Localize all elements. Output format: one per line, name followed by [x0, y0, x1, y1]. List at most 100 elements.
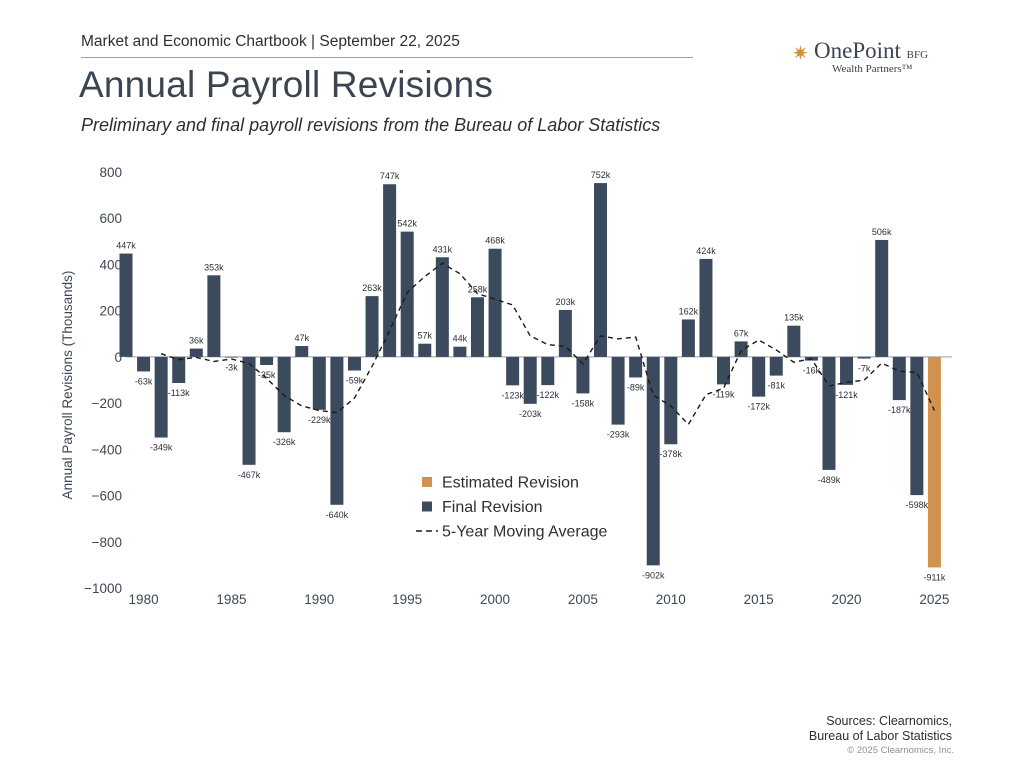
y-tick-label: −800 — [92, 535, 122, 550]
x-tick-label: 1985 — [216, 592, 246, 607]
final-revision-bar — [119, 253, 133, 357]
final-revision-bar — [189, 348, 203, 357]
y-tick-label: 400 — [99, 257, 122, 272]
final-revision-bar — [365, 296, 379, 357]
final-revision-bar — [558, 309, 572, 357]
bar-data-label: 447k — [116, 241, 136, 251]
final-revision-bar — [611, 356, 625, 425]
final-revision-bar — [892, 356, 906, 401]
y-tick-label: 600 — [99, 211, 122, 226]
bar-data-label: -467k — [238, 470, 261, 480]
final-revision-bar — [224, 356, 238, 358]
final-revision-bar — [594, 183, 608, 357]
bar-data-label: 36k — [189, 336, 204, 346]
bar-data-label: -378k — [660, 449, 683, 459]
bar-data-label: 44k — [453, 334, 468, 344]
final-revision-bar — [857, 356, 871, 359]
final-revision-bar — [699, 258, 713, 357]
final-revision-bar — [207, 275, 221, 357]
bar-data-label: -63k — [135, 376, 153, 386]
final-revision-bar — [875, 239, 889, 357]
bar-data-label: -122k — [537, 390, 560, 400]
final-revision-bar — [470, 297, 484, 357]
bar-data-label: -172k — [747, 402, 770, 412]
final-revision-bar — [488, 248, 502, 357]
bar-data-label: 67k — [734, 328, 749, 338]
bar-data-label: -911k — [923, 572, 945, 582]
bar-data-label: 258k — [468, 284, 488, 294]
y-tick-label: −600 — [92, 489, 122, 504]
y-axis-title: Annual Payroll Revisions (Thousands) — [60, 271, 75, 500]
sources-note: Sources: Clearnomics, Bureau of Labor St… — [809, 714, 952, 744]
legend-estimated-swatch — [422, 477, 432, 487]
final-revision-bar — [260, 356, 274, 365]
bar-data-label: -16k — [803, 366, 821, 376]
final-revision-bar — [453, 346, 467, 357]
y-tick-label: 200 — [99, 304, 122, 319]
final-revision-bar — [752, 356, 766, 397]
bar-data-label: -326k — [273, 437, 296, 447]
final-revision-bar — [295, 346, 309, 357]
estimated-revision-bar — [927, 356, 941, 568]
copyright-note: © 2025 Clearnomics, Inc. — [847, 745, 954, 756]
final-revision-bar — [664, 356, 678, 445]
star-burst-icon: ✷ — [792, 43, 809, 65]
y-tick-label: −400 — [92, 442, 122, 457]
sources-line-1: Sources: Clearnomics, — [826, 714, 952, 728]
final-revision-bar — [717, 356, 731, 385]
final-revision-bar — [347, 356, 361, 371]
final-revision-bar — [154, 356, 168, 438]
bar-data-label: 263k — [362, 283, 382, 293]
final-revision-bar — [541, 356, 555, 386]
bar-data-label: -203k — [519, 409, 542, 419]
y-tick-label: 800 — [99, 165, 122, 180]
onepoint-logo: ✷ OnePoint BFG Wealth Partners™ — [792, 38, 952, 78]
legend-label: Estimated Revision — [442, 475, 579, 492]
x-tick-label: 2025 — [919, 592, 949, 607]
final-revision-bar — [312, 356, 326, 410]
bar-data-label: -123k — [501, 390, 524, 400]
bar-data-label: -7k — [858, 364, 871, 374]
bar-data-label: 506k — [872, 227, 892, 237]
final-revision-bar — [400, 231, 414, 357]
bar-data-label: -113k — [168, 388, 190, 398]
final-revision-bar — [646, 356, 660, 566]
page-title: Annual Payroll Revisions — [79, 64, 494, 105]
bar-data-label: 468k — [485, 236, 505, 246]
legend-label: Final Revision — [442, 499, 542, 516]
bar-data-label: -902k — [642, 570, 665, 580]
final-revision-bar — [172, 356, 186, 384]
y-tick-label: 0 — [114, 350, 122, 365]
bar-data-label: 57k — [418, 331, 433, 341]
x-tick-label: 1995 — [392, 592, 422, 607]
bar-data-label: -293k — [607, 430, 630, 440]
moving-average-line — [160, 262, 936, 426]
final-revision-bar — [734, 341, 748, 357]
bar-data-label: -640k — [326, 510, 349, 520]
bar-data-label: 424k — [696, 246, 716, 256]
final-revision-bar — [418, 343, 432, 357]
bar-data-label: 162k — [679, 306, 699, 316]
bar-data-label: -3k — [225, 363, 238, 373]
bar-data-label: -187k — [888, 405, 911, 415]
final-revision-bar — [435, 257, 449, 357]
final-revision-bar — [840, 356, 854, 385]
bar-data-label: -158k — [572, 398, 595, 408]
legend-label: 5-Year Moving Average — [442, 524, 608, 541]
x-tick-label: 2000 — [480, 592, 510, 607]
final-revision-bar — [629, 356, 643, 378]
bar-data-label: 47k — [294, 333, 309, 343]
bar-data-label: -81k — [767, 381, 785, 391]
final-revision-bar — [910, 356, 924, 496]
bar-data-label: 135k — [784, 313, 804, 323]
x-tick-label: 2020 — [832, 592, 862, 607]
bar-data-label: 542k — [397, 219, 417, 229]
final-revision-bar — [242, 356, 256, 465]
chartbook-header: Market and Economic Chartbook | Septembe… — [81, 33, 460, 50]
final-revision-bar — [330, 356, 344, 505]
page-subtitle: Preliminary and final payroll revisions … — [81, 115, 661, 135]
bar-data-label: 203k — [556, 297, 576, 307]
x-tick-label: 2010 — [656, 592, 686, 607]
bar-data-label: -229k — [308, 415, 331, 425]
